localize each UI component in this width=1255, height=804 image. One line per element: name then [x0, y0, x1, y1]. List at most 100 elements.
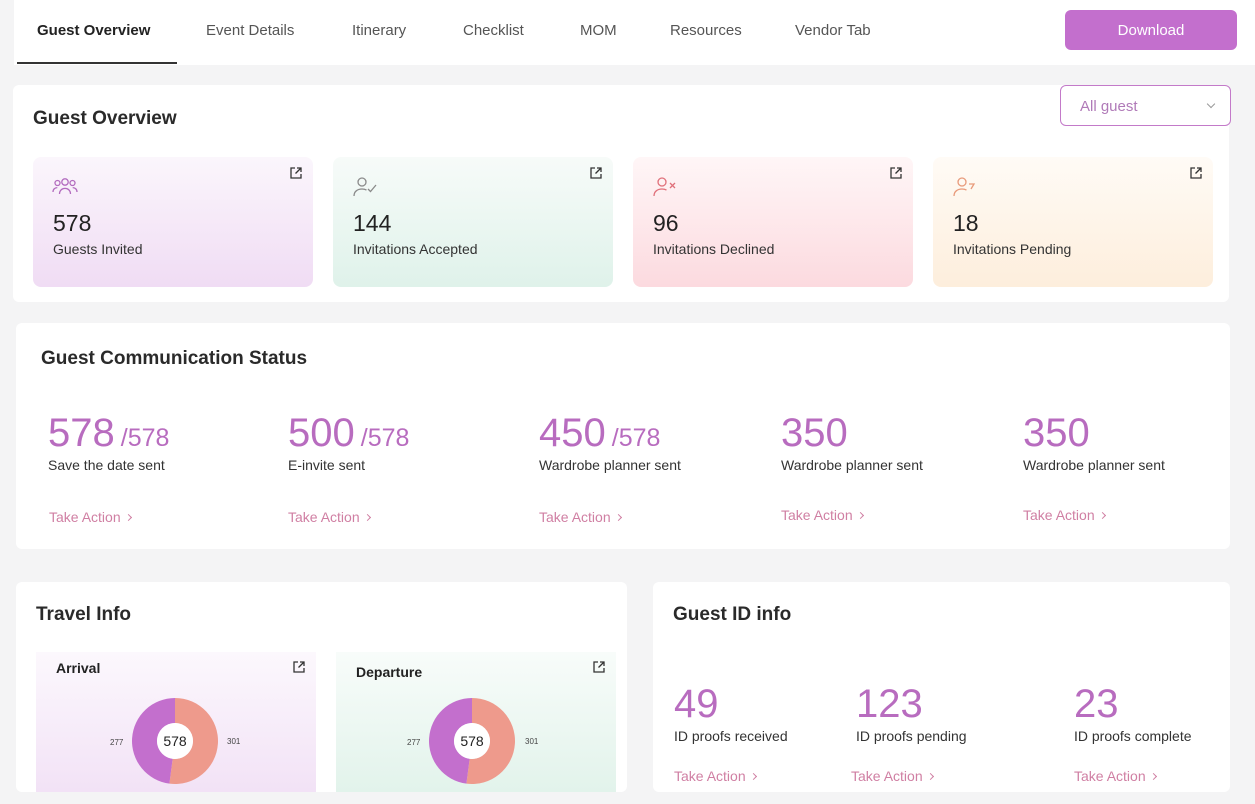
arrival-chart-card: Arrival 578 277 301	[36, 652, 316, 792]
take-action-link[interactable]: Take Action	[539, 509, 622, 525]
id-item: 123 ID proofs pending	[856, 682, 967, 744]
stat-value: 18	[953, 210, 979, 236]
chevron-right-icon	[1098, 511, 1106, 520]
take-action-link[interactable]: Take Action	[1074, 768, 1157, 784]
chevron-right-icon	[363, 513, 371, 522]
chevron-right-icon	[856, 511, 864, 520]
donut-slice-left	[429, 698, 472, 784]
comm-value: 350	[1023, 411, 1090, 455]
stat-label: Guests Invited	[53, 241, 143, 257]
chevron-right-icon	[614, 513, 622, 522]
stat-label: Invitations Pending	[953, 241, 1072, 257]
stat-invitations-pending[interactable]: 18 Invitations Pending	[933, 157, 1213, 287]
tab-mom[interactable]: MOM	[580, 22, 617, 39]
donut-total-label: 578	[163, 733, 187, 749]
user-check-icon	[353, 177, 377, 197]
id-value: 49	[674, 682, 719, 726]
guest-id-title: Guest ID info	[673, 604, 792, 625]
tab-guest-overview[interactable]: Guest Overview	[37, 22, 151, 39]
guest-overview-title: Guest Overview	[33, 108, 177, 129]
take-action-link[interactable]: Take Action	[288, 509, 371, 525]
active-tab-indicator	[17, 62, 177, 64]
communication-title: Guest Communication Status	[41, 348, 308, 369]
id-value: 23	[1074, 682, 1119, 726]
guest-filter-value: All guest	[1080, 98, 1138, 115]
id-value: 123	[856, 682, 923, 726]
download-button[interactable]: Download	[1065, 10, 1237, 50]
user-x-icon	[653, 177, 676, 197]
donut-slice-right	[466, 698, 515, 784]
donut-total-label: 578	[460, 733, 484, 749]
external-link-icon[interactable]	[1189, 166, 1203, 180]
take-action-link[interactable]: Take Action	[674, 768, 757, 784]
id-label: ID proofs complete	[1074, 728, 1192, 744]
arrival-left-value: 277	[110, 738, 124, 747]
external-link-icon[interactable]	[889, 166, 903, 180]
comm-label: Save the date sent	[48, 457, 165, 473]
departure-title: Departure	[356, 664, 423, 680]
comm-label: E-invite sent	[288, 457, 366, 473]
id-label: ID proofs pending	[856, 728, 967, 744]
donut-center	[454, 723, 490, 759]
arrival-donut-chart: 578	[131, 698, 218, 784]
comm-label: Wardrobe planner sent	[539, 457, 681, 473]
departure-left-value: 277	[407, 738, 421, 747]
departure-chart-card: Departure 578 277 301	[336, 652, 616, 792]
guest-id-card: Guest ID info 49 ID proofs received Take…	[653, 582, 1230, 792]
tab-checklist[interactable]: Checklist	[463, 22, 524, 39]
stat-value: 96	[653, 210, 679, 236]
stat-invitations-accepted[interactable]: 144 Invitations Accepted	[333, 157, 613, 287]
chevron-right-icon	[749, 772, 757, 781]
chevron-right-icon	[1149, 772, 1157, 781]
take-action-link[interactable]: Take Action	[781, 507, 864, 523]
comm-value: 450	[539, 411, 606, 455]
chevron-down-icon	[1206, 99, 1216, 109]
departure-right-value: 301	[525, 737, 539, 746]
take-action-link[interactable]: Take Action	[851, 768, 934, 784]
comm-total: /578	[360, 424, 410, 452]
comm-value: 350	[781, 411, 848, 455]
external-link-icon[interactable]	[292, 660, 306, 674]
user-clock-icon	[953, 177, 976, 197]
stat-label: Invitations Accepted	[353, 241, 478, 257]
stat-guests-invited[interactable]: 578 Guests Invited	[33, 157, 313, 287]
comm-item: 500/578 E-invite sent	[288, 411, 409, 473]
arrival-right-value: 301	[227, 737, 241, 746]
take-action-link[interactable]: Take Action	[49, 509, 132, 525]
stat-label: Invitations Declined	[653, 241, 775, 257]
comm-value: 578	[48, 411, 115, 455]
external-link-icon[interactable]	[592, 660, 606, 674]
donut-center	[157, 723, 193, 759]
id-item: 23 ID proofs complete	[1074, 682, 1192, 744]
tab-itinerary[interactable]: Itinerary	[352, 22, 407, 39]
comm-total: /578	[611, 424, 661, 452]
guest-overview-card: Guest Overview All guest 578 Guests Invi…	[13, 85, 1231, 302]
stat-value: 578	[53, 210, 92, 236]
tab-resources[interactable]: Resources	[670, 22, 742, 39]
communication-card: Guest Communication Status 578/578 Save …	[16, 323, 1230, 549]
external-link-icon[interactable]	[589, 166, 603, 180]
comm-item: 450/578 Wardrobe planner sent	[539, 411, 681, 473]
stat-invitations-declined[interactable]: 96 Invitations Declined	[633, 157, 913, 287]
guests-icon	[52, 178, 78, 195]
guest-filter-select[interactable]: All guest	[1060, 85, 1231, 126]
tab-event-details[interactable]: Event Details	[206, 22, 295, 39]
id-item: 49 ID proofs received	[674, 682, 788, 744]
comm-item: 350 Wardrobe planner sent	[1023, 411, 1165, 473]
chevron-right-icon	[926, 772, 934, 781]
travel-info-title: Travel Info	[36, 604, 132, 625]
comm-total: /578	[120, 424, 170, 452]
departure-donut-chart: 578	[429, 698, 515, 784]
stat-value: 144	[353, 210, 392, 236]
id-label: ID proofs received	[674, 728, 788, 744]
arrival-title: Arrival	[56, 660, 101, 676]
comm-value: 500	[288, 411, 355, 455]
tab-vendor[interactable]: Vendor Tab	[795, 22, 871, 39]
external-link-icon[interactable]	[289, 166, 303, 180]
take-action-link[interactable]: Take Action	[1023, 507, 1106, 523]
comm-item: 578/578 Save the date sent	[48, 411, 169, 473]
donut-slice-right	[169, 698, 218, 784]
chevron-right-icon	[124, 513, 132, 522]
comm-label: Wardrobe planner sent	[781, 457, 923, 473]
comm-label: Wardrobe planner sent	[1023, 457, 1165, 473]
